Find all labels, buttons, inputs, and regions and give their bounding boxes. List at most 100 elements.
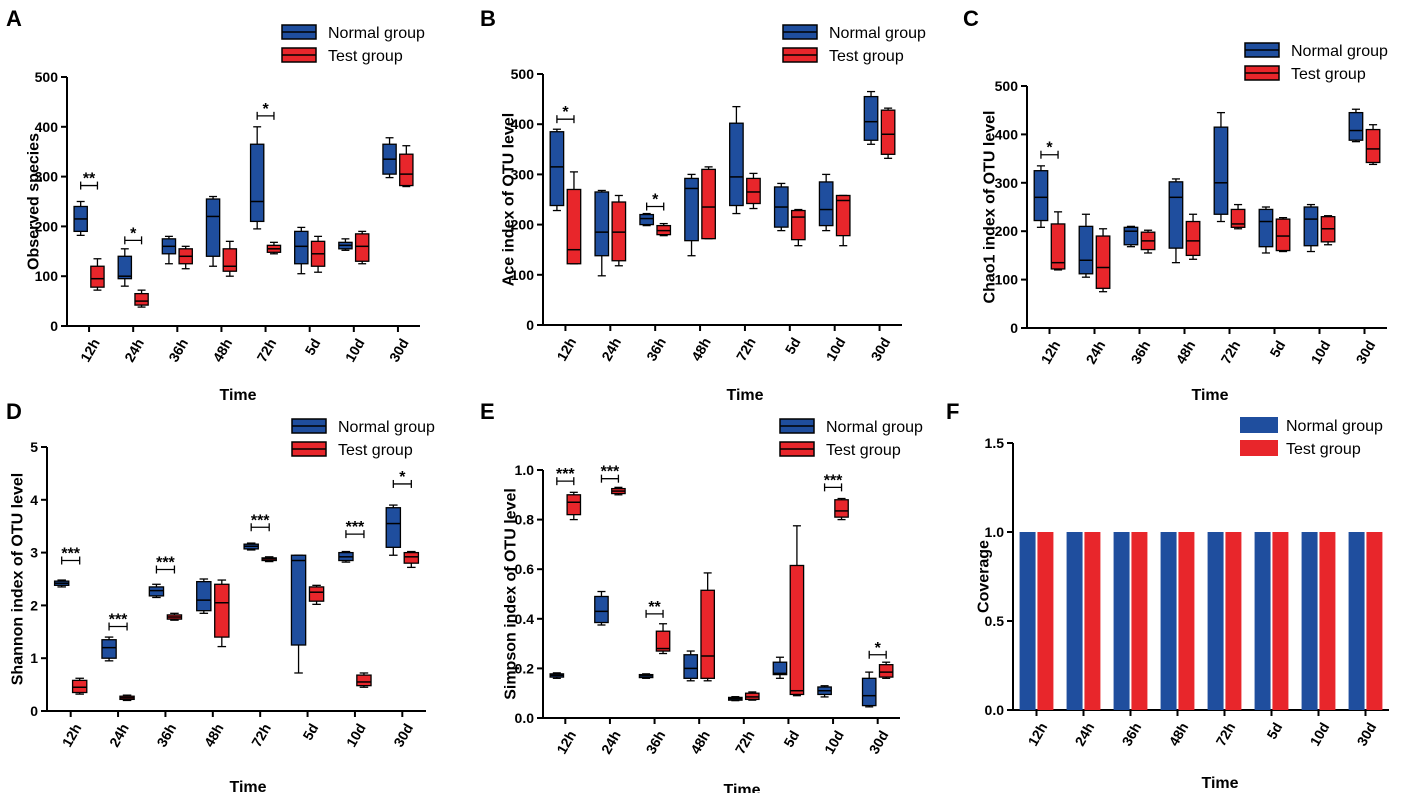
box-iqr	[117, 255, 133, 280]
box-test-10d	[354, 230, 370, 265]
box-iqr	[222, 248, 238, 272]
box-normal-72h	[729, 105, 744, 215]
box-iqr	[1213, 126, 1229, 215]
bar-normal-30d	[1348, 532, 1365, 710]
box-iqr	[818, 181, 834, 227]
box-test-12h	[566, 171, 582, 265]
box-iqr	[683, 654, 699, 679]
y-tick-label: 400	[511, 116, 535, 132]
box-normal-48h	[684, 173, 699, 257]
box-test-5d	[308, 584, 325, 605]
box-iqr	[90, 265, 105, 288]
significance-label: ***	[824, 472, 843, 489]
y-tick-label: 5	[30, 439, 38, 455]
box-normal-24h	[594, 590, 609, 626]
legend-label-normal: Normal group	[1286, 418, 1383, 435]
box-iqr	[639, 213, 655, 226]
y-tick-label: 400	[35, 119, 59, 135]
box-normal-36h	[161, 235, 177, 265]
x-tick-label: 30d	[1353, 720, 1379, 749]
box-test-12h	[90, 258, 105, 291]
significance-24h: ***	[601, 464, 620, 483]
box-test-30d	[878, 661, 894, 679]
box-iqr	[1365, 128, 1381, 164]
x-tick-label: 24h	[1082, 338, 1108, 367]
box-iqr	[729, 122, 744, 207]
box-iqr	[71, 679, 88, 694]
legend-label-test: Test group	[1286, 441, 1361, 458]
box-iqr	[1258, 208, 1274, 248]
legend-label-test: Test group	[328, 48, 403, 65]
significance-12h: *	[556, 104, 575, 124]
x-tick-label: 36h	[643, 335, 669, 364]
y-tick-label: 500	[35, 69, 59, 85]
box-normal-5d	[290, 554, 307, 674]
x-tick-label: 48h	[688, 335, 714, 364]
box-iqr	[1078, 225, 1094, 275]
box-iqr	[354, 233, 370, 262]
box-normal-30d	[385, 504, 402, 556]
box-test-5d	[310, 235, 326, 273]
box-iqr	[148, 586, 165, 597]
y-tick-label: 300	[511, 166, 535, 182]
box-iqr	[1123, 226, 1139, 246]
x-axis-title: Time	[1191, 387, 1228, 404]
box-normal-12h	[549, 128, 565, 212]
legend: Normal group Test group	[281, 24, 425, 65]
box-test-24h	[134, 289, 149, 308]
bar-test-48h	[1178, 532, 1195, 710]
x-tick-label: 72h	[733, 335, 759, 364]
x-tick-label: 30d	[386, 336, 412, 365]
box-iqr	[861, 677, 877, 707]
x-tick-label: 48h	[201, 721, 227, 750]
box-test-48h	[214, 579, 230, 648]
box-iqr	[1095, 235, 1111, 289]
box-iqr	[249, 143, 265, 223]
y-tick-label: 2	[30, 597, 38, 613]
box-normal-24h	[101, 636, 117, 662]
y-tick-label: 200	[511, 217, 535, 233]
box-normal-72h	[1213, 111, 1229, 223]
box-test-10d	[835, 194, 851, 247]
box-test-24h	[611, 486, 626, 496]
legend-label-test: Test group	[826, 442, 901, 459]
box-normal-30d	[863, 90, 879, 145]
y-tick-label: 0.8	[515, 512, 535, 528]
box-normal-5d	[1258, 206, 1274, 254]
x-tick-label: 72h	[1217, 338, 1243, 367]
y-tick-label: 400	[995, 126, 1019, 142]
box-normal-5d	[772, 656, 788, 679]
box-iqr	[880, 109, 896, 155]
box-iqr	[701, 168, 716, 240]
x-tick-label: 10d	[821, 728, 847, 757]
y-axis-title: Coverage	[976, 540, 993, 613]
y-tick-label: 0	[30, 703, 38, 719]
x-tick-label: 12h	[553, 335, 579, 364]
box-iqr	[746, 177, 761, 205]
x-tick-label: 24h	[598, 335, 624, 364]
x-axis-title: Time	[726, 387, 763, 404]
box-test-72h	[744, 691, 760, 701]
x-axis-title: Time	[229, 779, 266, 793]
bar-test-10d	[1319, 532, 1336, 710]
x-tick-label: 72h	[1212, 720, 1238, 749]
box-normal-48h	[1168, 178, 1184, 264]
y-tick-label: 300	[995, 175, 1019, 191]
box-iqr	[294, 230, 309, 265]
box-normal-10d	[817, 685, 832, 698]
x-tick-label: 24h	[121, 336, 147, 365]
panel-letter: A	[6, 6, 22, 31]
x-tick-label: 12h	[77, 336, 103, 365]
box-test-36h	[166, 612, 183, 621]
significance-label: *	[875, 640, 882, 657]
box-normal-72h	[243, 542, 259, 551]
x-tick-label: 10d	[343, 721, 369, 750]
significance-label: ***	[346, 519, 365, 536]
box-test-5d	[790, 208, 806, 247]
x-tick-label: 36h	[153, 721, 179, 750]
y-tick-label: 1.0	[515, 462, 535, 478]
bar-test-30d	[1366, 532, 1383, 710]
box-normal-36h	[148, 583, 165, 599]
bar-test-5d	[1272, 532, 1289, 710]
